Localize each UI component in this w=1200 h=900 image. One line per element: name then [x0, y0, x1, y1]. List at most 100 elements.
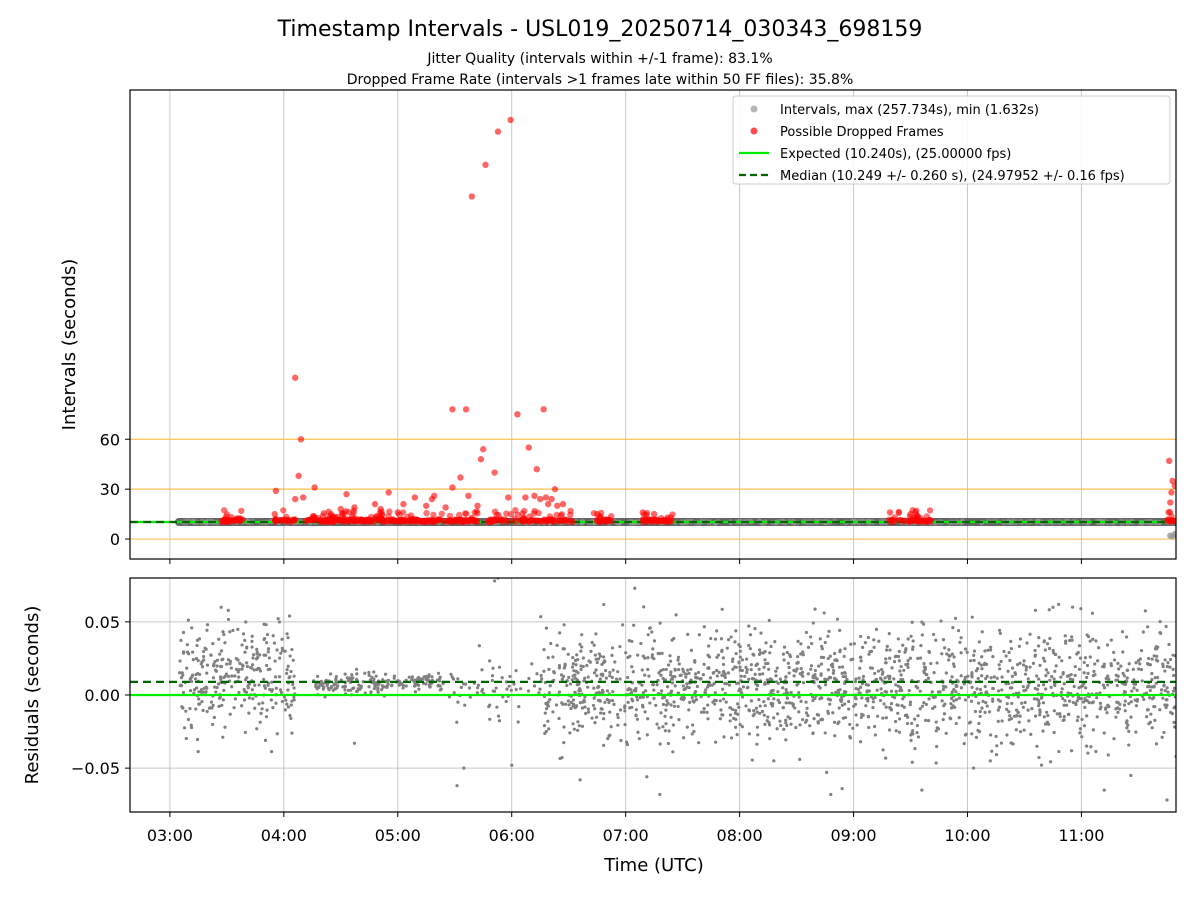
residual-point — [1022, 728, 1026, 732]
residual-point — [804, 630, 809, 635]
residual-point — [730, 659, 735, 664]
residual-point — [1052, 709, 1056, 713]
residual-point — [283, 708, 287, 712]
dropped-frame-point — [447, 517, 454, 524]
residual-point — [887, 677, 891, 681]
residual-point — [901, 697, 905, 701]
residual-point — [447, 695, 452, 699]
residual-point — [289, 716, 293, 720]
residual-point — [592, 696, 596, 700]
residual-point — [576, 728, 580, 732]
residual-point — [808, 635, 813, 639]
residual-point — [776, 690, 780, 694]
dropped-frame-point — [457, 474, 464, 481]
residual-point — [683, 672, 687, 676]
residual-point — [801, 653, 805, 657]
residual-point — [210, 706, 214, 710]
residual-point — [467, 686, 472, 690]
dropped-frame-point — [535, 517, 542, 524]
residual-point — [854, 713, 858, 717]
residual-point — [980, 674, 984, 678]
residual-point — [370, 675, 374, 679]
residual-point — [558, 631, 562, 635]
residual-point — [578, 778, 582, 782]
residual-point — [956, 680, 960, 684]
residual-point — [690, 696, 694, 700]
residual-point — [390, 684, 394, 688]
residual-point — [771, 702, 775, 706]
residual-point — [597, 690, 601, 694]
residual-point — [601, 690, 605, 694]
residual-point — [866, 699, 870, 703]
residual-point — [797, 695, 801, 699]
residual-point — [811, 698, 815, 703]
residual-point — [357, 683, 361, 687]
residual-point — [1028, 665, 1032, 669]
residual-point — [873, 733, 877, 737]
residual-point — [796, 654, 800, 659]
time-x-axis-label: Time (UTC) — [603, 855, 704, 876]
residual-point — [758, 672, 762, 676]
residual-point — [919, 643, 923, 648]
residual-point — [784, 675, 788, 679]
residual-point — [857, 676, 861, 680]
dropped-frame-point — [895, 509, 902, 517]
residual-point — [641, 695, 645, 699]
residual-point — [1017, 691, 1021, 695]
residual-point — [250, 645, 254, 649]
residual-point — [702, 710, 706, 714]
residual-point — [274, 701, 278, 705]
residual-point — [852, 642, 856, 646]
residual-point — [363, 691, 367, 695]
residual-point — [986, 648, 990, 652]
residual-point — [178, 683, 182, 688]
residual-point — [978, 714, 982, 719]
residual-point — [677, 662, 681, 666]
residual-point — [376, 686, 380, 690]
residual-point — [1021, 685, 1025, 689]
residual-point — [1109, 638, 1113, 642]
residual-point — [201, 708, 205, 713]
residual-point — [1172, 673, 1176, 678]
residual-point — [962, 741, 966, 746]
dropped-frame-point — [926, 507, 934, 514]
dropped-frame-point — [525, 444, 533, 451]
residual-point — [884, 756, 888, 760]
residual-point — [767, 618, 771, 623]
residual-point — [660, 651, 664, 655]
residual-point — [1104, 706, 1108, 710]
residual-point — [177, 671, 182, 675]
residual-point — [211, 722, 215, 727]
residual-point — [514, 687, 518, 692]
residual-point — [226, 674, 231, 679]
residual-point — [587, 659, 591, 663]
residual-point — [355, 672, 359, 676]
residual-point — [872, 638, 876, 642]
residual-point — [574, 669, 578, 673]
residual-point — [935, 726, 939, 730]
residual-point — [1020, 701, 1024, 705]
residual-point — [644, 689, 648, 693]
dropped-frame-point — [473, 508, 480, 515]
residual-point — [734, 629, 738, 633]
residual-point — [1140, 679, 1144, 683]
residual-point — [1000, 675, 1004, 679]
residual-point — [927, 650, 932, 654]
residual-point — [229, 666, 233, 670]
residual-point — [1084, 686, 1088, 690]
residual-point — [991, 699, 995, 703]
residual-point — [274, 686, 278, 690]
residual-point — [677, 668, 681, 672]
residual-point — [840, 695, 844, 699]
residual-point — [924, 702, 928, 707]
residual-point — [213, 668, 218, 672]
residual-point — [1163, 703, 1167, 707]
residual-point — [265, 663, 269, 668]
residual-point — [737, 660, 741, 664]
residual-point — [1033, 654, 1037, 658]
residual-point — [518, 687, 523, 691]
residual-point — [273, 659, 277, 663]
dropped-frame-point — [1171, 482, 1176, 490]
residual-point — [983, 685, 987, 689]
residual-point — [766, 697, 770, 701]
